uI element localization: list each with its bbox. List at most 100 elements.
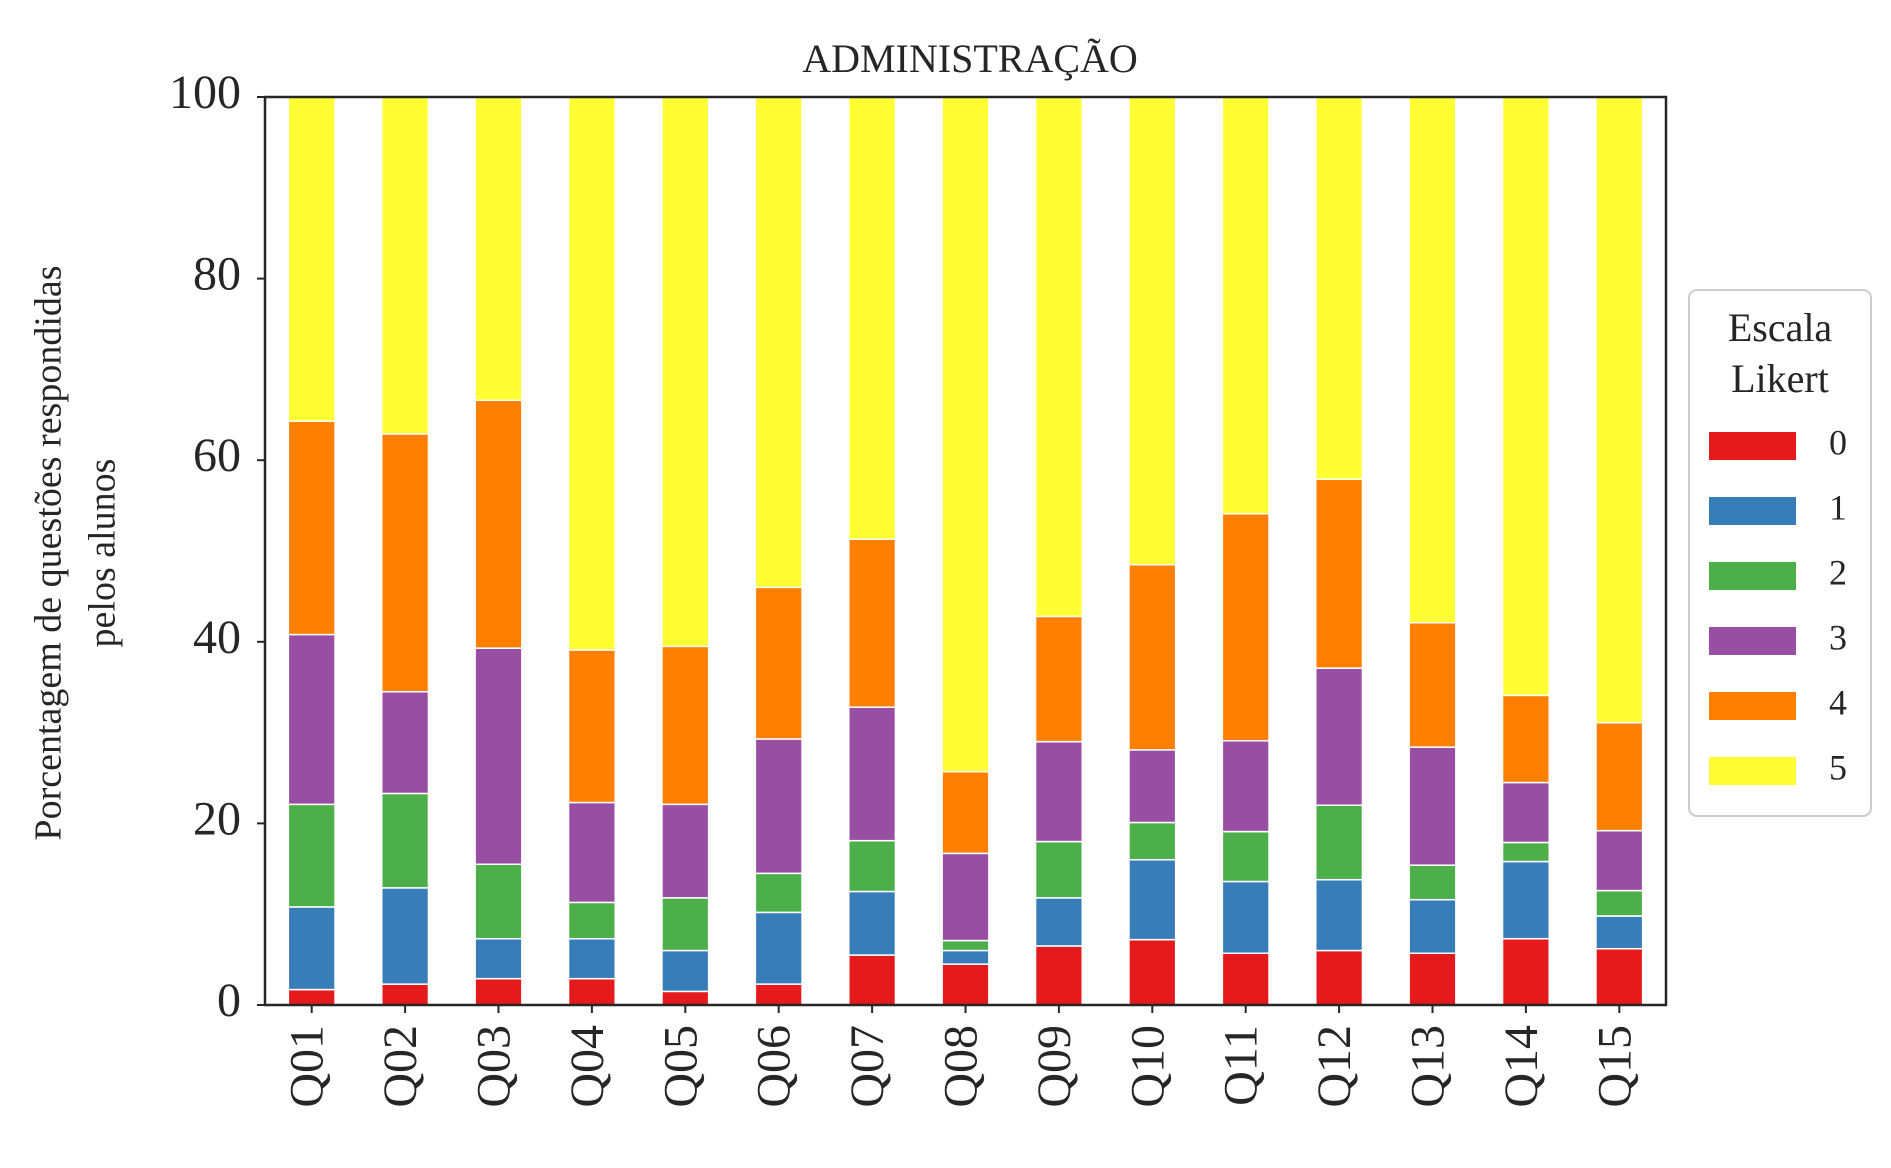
bars-layer bbox=[287, 96, 1644, 1006]
legend-swatch bbox=[1709, 497, 1796, 525]
legend-label: 1 bbox=[1829, 487, 1847, 527]
bar-segment-q02-level-2 bbox=[381, 792, 430, 889]
x-tick-label: Q04 bbox=[561, 1025, 614, 1108]
y-tick-label: 20 bbox=[193, 792, 241, 845]
x-tick-label: Q10 bbox=[1121, 1025, 1174, 1108]
bar-segment-q05-level-3 bbox=[661, 803, 710, 899]
bar-segment-q13-level-1 bbox=[1408, 898, 1457, 954]
bar-segment-q01-level-1 bbox=[287, 906, 336, 991]
bar-segment-q01-level-4 bbox=[287, 420, 336, 636]
bar-segment-q14-level-0 bbox=[1501, 937, 1551, 1006]
x-tick-label: Q13 bbox=[1402, 1025, 1455, 1108]
bar-segment-q10-level-2 bbox=[1128, 821, 1177, 861]
bar-segment-q05-level-0 bbox=[661, 990, 710, 1006]
bar-segment-q03-level-4 bbox=[474, 399, 523, 649]
bar-stack-q09 bbox=[1034, 96, 1084, 1006]
bar-segment-q03-level-0 bbox=[474, 977, 523, 1006]
bar-segment-q01-level-3 bbox=[287, 633, 336, 806]
bar-stack-q14 bbox=[1501, 96, 1551, 1006]
legend-item-3: 3 bbox=[1709, 617, 1847, 657]
bar-segment-q04-level-0 bbox=[567, 977, 616, 1006]
bar-segment-q10-level-1 bbox=[1128, 858, 1177, 941]
bar-stack-q03 bbox=[474, 96, 523, 1006]
bar-segment-q11-level-1 bbox=[1221, 880, 1270, 954]
bar-segment-q09-level-0 bbox=[1034, 945, 1084, 1006]
bar-segment-q12-level-3 bbox=[1315, 667, 1364, 806]
bar-segment-q02-level-5 bbox=[381, 96, 430, 435]
bar-stack-q01 bbox=[287, 96, 336, 1006]
bar-segment-q08-level-5 bbox=[941, 96, 990, 773]
x-tick-label: Q05 bbox=[654, 1025, 707, 1108]
bar-segment-q01-level-0 bbox=[287, 988, 336, 1006]
bar-segment-q02-level-1 bbox=[381, 887, 430, 985]
bar-segment-q11-level-2 bbox=[1221, 830, 1270, 883]
y-tick-label: 60 bbox=[193, 429, 241, 482]
bar-segment-q11-level-0 bbox=[1221, 952, 1270, 1006]
y-tick-label: 100 bbox=[169, 66, 241, 119]
legend-label: 5 bbox=[1829, 747, 1847, 787]
x-ticks: Q01 Q02 Q03 Q04 Q05 Q06 Q07 Q08 Q09 Q10 Q11 Q12 Q13 Q… bbox=[281, 1005, 1641, 1108]
bar-segment-q10-level-5 bbox=[1128, 96, 1177, 566]
bar-stack-q05 bbox=[661, 96, 710, 1006]
bar-segment-q13-level-0 bbox=[1408, 952, 1457, 1006]
x-tick-label: Q12 bbox=[1308, 1025, 1361, 1108]
bar-segment-q07-level-4 bbox=[848, 538, 897, 708]
bar-segment-q14-level-4 bbox=[1501, 694, 1551, 784]
legend-box bbox=[1688, 289, 1872, 817]
legend-item-5: 5 bbox=[1709, 747, 1847, 787]
bar-segment-q03-level-3 bbox=[474, 647, 523, 866]
bar-segment-q14-level-5 bbox=[1501, 96, 1551, 697]
legend-swatch bbox=[1709, 692, 1796, 720]
legend-item-1: 1 bbox=[1709, 487, 1847, 527]
bar-segment-q10-level-3 bbox=[1128, 749, 1177, 824]
bar-segment-q05-level-2 bbox=[661, 897, 710, 952]
bar-stack-q08 bbox=[941, 96, 990, 1006]
bar-segment-q10-level-0 bbox=[1128, 938, 1177, 1006]
bar-segment-q04-level-4 bbox=[567, 649, 616, 804]
bar-segment-q13-level-2 bbox=[1408, 864, 1457, 901]
bar-segment-q11-level-4 bbox=[1221, 513, 1270, 742]
legend-swatch bbox=[1709, 627, 1796, 655]
x-tick-label: Q14 bbox=[1495, 1025, 1548, 1108]
bar-segment-q01-level-2 bbox=[287, 803, 336, 908]
bar-stack-q11 bbox=[1221, 96, 1270, 1006]
x-tick-label: Q09 bbox=[1028, 1025, 1081, 1108]
bar-segment-q14-level-3 bbox=[1501, 781, 1551, 844]
bar-segment-q04-level-2 bbox=[567, 901, 616, 940]
bar-stack-q02 bbox=[381, 96, 430, 1006]
legend-swatch bbox=[1709, 432, 1796, 460]
bar-stack-q15 bbox=[1595, 96, 1644, 1006]
bar-segment-q05-level-4 bbox=[661, 645, 710, 806]
x-tick-label: Q11 bbox=[1215, 1025, 1268, 1106]
legend-item-0: 0 bbox=[1709, 422, 1847, 462]
bar-segment-q15-level-2 bbox=[1595, 889, 1644, 917]
bar-segment-q06-level-1 bbox=[754, 911, 803, 985]
bar-segment-q06-level-3 bbox=[754, 738, 803, 875]
x-tick-label: Q07 bbox=[841, 1025, 894, 1108]
bar-segment-q08-level-1 bbox=[941, 949, 990, 965]
bar-segment-q13-level-4 bbox=[1408, 621, 1457, 748]
y-tick-label: 40 bbox=[193, 611, 241, 664]
bar-segment-q05-level-1 bbox=[661, 949, 710, 993]
bar-segment-q07-level-5 bbox=[848, 96, 897, 540]
bar-segment-q08-level-0 bbox=[941, 963, 990, 1006]
bar-segment-q04-level-1 bbox=[567, 937, 616, 980]
y-axis-label-line1: Porcentagem de questões respondidas bbox=[28, 265, 70, 840]
bar-segment-q01-level-5 bbox=[287, 96, 336, 422]
bar-stack-q07 bbox=[848, 96, 897, 1006]
y-axis-label-line2: pelos alunos bbox=[82, 459, 124, 648]
plot-frame bbox=[263, 95, 1668, 1007]
bar-segment-q09-level-5 bbox=[1034, 96, 1084, 618]
bar-segment-q10-level-4 bbox=[1128, 563, 1177, 751]
legend-swatch bbox=[1709, 757, 1796, 785]
x-tick-label: Q01 bbox=[281, 1025, 334, 1108]
bar-segment-q07-level-3 bbox=[848, 706, 897, 842]
legend-label: 4 bbox=[1829, 682, 1847, 722]
bar-stack-q10 bbox=[1128, 96, 1177, 1006]
bar-segment-q03-level-2 bbox=[474, 863, 523, 940]
bar-segment-q05-level-5 bbox=[661, 96, 710, 648]
x-tick-label: Q03 bbox=[468, 1025, 521, 1108]
legend-swatch bbox=[1709, 562, 1796, 590]
